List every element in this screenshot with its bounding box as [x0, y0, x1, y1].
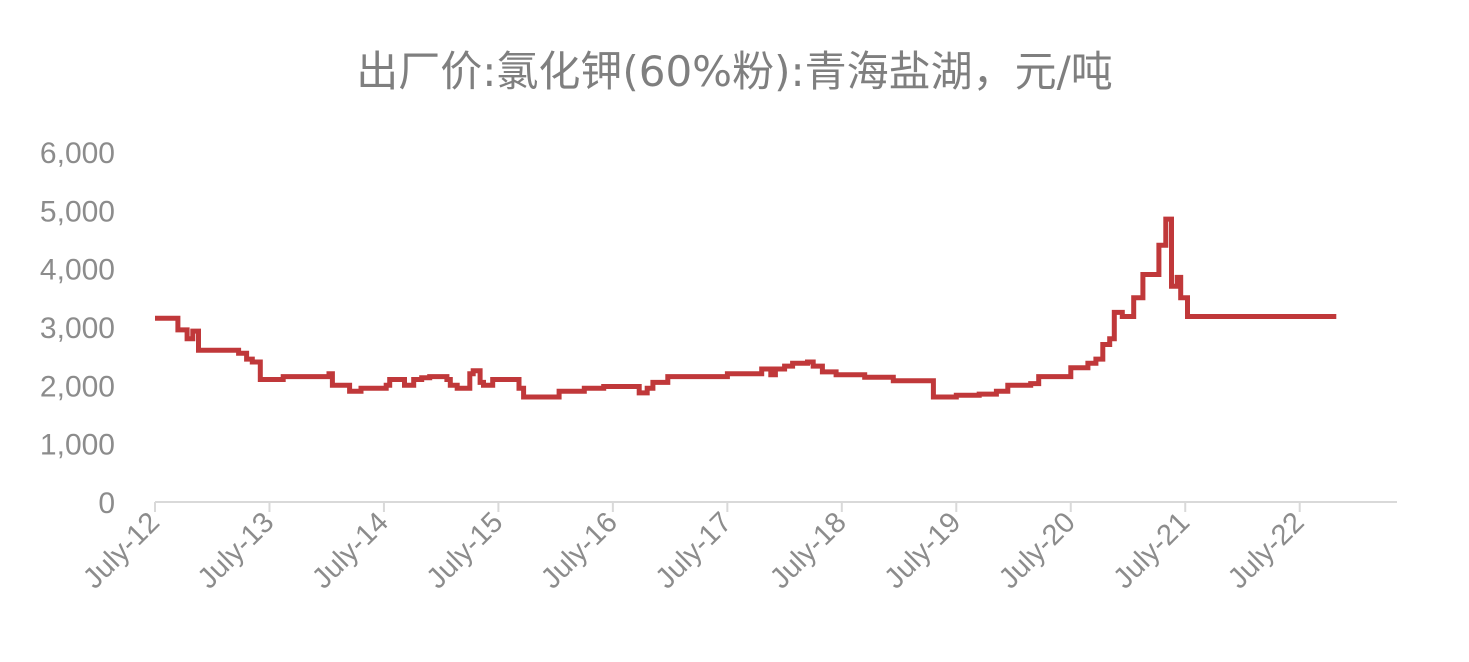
- x-tick-label: July-17: [650, 506, 739, 595]
- x-axis-ticks: [154, 502, 1301, 512]
- y-tick-label: 4,000: [40, 254, 115, 287]
- x-tick-label: July-22: [1222, 506, 1311, 595]
- y-tick-label: 1,000: [40, 429, 115, 462]
- y-tick-label: 3,000: [40, 312, 115, 345]
- x-tick-label: July-12: [77, 506, 166, 595]
- x-tick-label: July-15: [421, 506, 510, 595]
- y-axis-tick-labels: 0 1,000 2,000 3,000 4,000 5,000 6,000: [40, 137, 115, 520]
- y-tick-label: 5,000: [40, 195, 115, 228]
- y-tick-label: 6,000: [40, 137, 115, 170]
- chart-title: 出厂价:氯化钾(60%粉):青海盐湖，元/吨: [356, 47, 1113, 96]
- x-axis-tick-labels: July-12 July-13 July-14 July-15 July-16 July-…: [77, 506, 1310, 595]
- x-tick-label: July-13: [192, 506, 281, 595]
- x-tick-label: July-19: [878, 506, 967, 595]
- y-tick-label: 0: [98, 487, 115, 520]
- x-tick-label: July-14: [306, 506, 395, 595]
- x-tick-label: July-21: [1107, 506, 1196, 595]
- x-tick-label: July-18: [764, 506, 853, 595]
- x-tick-label: July-16: [535, 506, 624, 595]
- y-tick-label: 2,000: [40, 370, 115, 403]
- price-series-line: [155, 216, 1337, 400]
- x-tick-label: July-20: [993, 506, 1082, 595]
